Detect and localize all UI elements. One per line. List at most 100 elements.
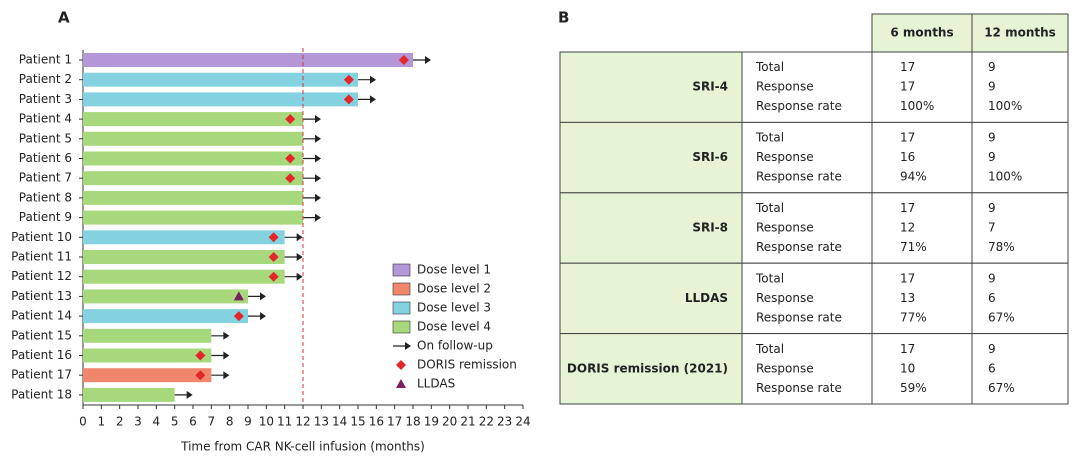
cell-value: 7 — [988, 221, 996, 235]
cell-value: 12 — [900, 221, 915, 235]
cell-value: 9 — [988, 60, 996, 74]
bar — [83, 348, 212, 363]
cell-value: 77% — [900, 310, 927, 324]
x-tick-label: 21 — [460, 415, 475, 429]
value-cell — [971, 262, 1069, 335]
y-tick-label: Patient 17 — [11, 368, 72, 382]
group-name: SRI-8 — [692, 221, 728, 235]
cell-value: 100% — [988, 170, 1022, 184]
x-tick-label: 4 — [153, 415, 161, 429]
x-tick-label: 2 — [116, 415, 124, 429]
x-tick-label: 11 — [277, 415, 292, 429]
bar — [83, 151, 303, 166]
legend-label: Dose level 3 — [417, 301, 491, 315]
row-label: Response — [756, 361, 814, 375]
arrow-head — [315, 174, 321, 183]
bar — [83, 72, 358, 87]
arrow-head — [315, 213, 321, 222]
cell-value: 67% — [988, 381, 1015, 395]
cell-value: 17 — [900, 201, 915, 215]
cell-value: 17 — [900, 271, 915, 285]
doris-marker — [396, 360, 406, 370]
cell-value: 100% — [900, 99, 934, 113]
legend-label: Dose level 1 — [417, 263, 491, 277]
bar — [83, 309, 248, 324]
doris-marker — [233, 311, 244, 322]
arrow-head — [405, 342, 411, 350]
column-header: 12 months — [984, 26, 1056, 40]
cell-value: 6 — [988, 361, 996, 375]
bar — [83, 328, 212, 343]
group-cell — [559, 121, 743, 194]
value-cell — [871, 121, 973, 194]
cell-value: 9 — [988, 150, 996, 164]
y-tick-label: Patient 1 — [19, 53, 72, 67]
arrow-head — [315, 134, 321, 143]
cell-value: 9 — [988, 80, 996, 94]
x-tick-label: 24 — [515, 415, 530, 429]
row-label: Total — [755, 271, 784, 285]
value-cell — [871, 333, 973, 405]
doris-marker — [343, 74, 354, 85]
row-label: Response rate — [756, 170, 842, 184]
row-label: Response — [756, 221, 814, 235]
row-label: Response rate — [756, 381, 842, 395]
arrow-head — [315, 154, 321, 163]
bar — [83, 53, 413, 67]
x-tick-label: 13 — [314, 415, 329, 429]
value-cell — [971, 333, 1069, 405]
x-tick-label: 18 — [405, 415, 420, 429]
legend-label: On follow-up — [417, 339, 493, 353]
row-label: Response rate — [756, 99, 842, 113]
legend-swatch — [392, 263, 411, 277]
x-tick-label: 20 — [442, 415, 457, 429]
cell-value: 9 — [988, 342, 996, 356]
header-cell — [971, 13, 1069, 53]
row-label: Total — [755, 342, 784, 356]
value-cell — [971, 192, 1069, 264]
value-cell — [871, 262, 973, 335]
arrow-head — [370, 95, 376, 104]
group-name: SRI-4 — [692, 80, 728, 94]
cell-value: 6 — [988, 291, 996, 305]
y-tick-label: Patient 6 — [19, 151, 72, 165]
y-tick-label: Patient 9 — [19, 210, 72, 224]
group-cell — [559, 192, 743, 264]
y-tick-label: Patient 7 — [19, 171, 72, 185]
row-label: Response — [756, 291, 814, 305]
group-cell — [559, 333, 743, 405]
arrow-head — [296, 272, 303, 281]
lldas-marker — [396, 379, 406, 388]
row-label: Total — [755, 201, 784, 215]
y-tick-label: Patient 2 — [19, 72, 72, 86]
group-cell — [559, 51, 743, 123]
row-label: Response rate — [756, 310, 842, 324]
legend-label: LLDAS — [417, 377, 455, 391]
y-tick-label: Patient 10 — [11, 230, 72, 244]
arrow-head — [260, 292, 266, 301]
x-tick-label: 16 — [369, 415, 384, 429]
x-tick-label: 5 — [171, 415, 179, 429]
arrow-head — [296, 253, 303, 261]
cell-value: 9 — [988, 131, 996, 145]
group-cell — [559, 262, 743, 335]
legend-swatch — [392, 320, 411, 334]
column-header: 6 months — [890, 26, 953, 40]
panel-label: A — [58, 9, 70, 27]
cell-value: 94% — [900, 170, 927, 184]
arrow-head — [260, 312, 266, 321]
cell-value: 100% — [988, 99, 1022, 113]
legend-label: Dose level 4 — [417, 320, 491, 334]
x-tick-label: 10 — [259, 415, 274, 429]
bar — [83, 190, 303, 205]
row-label: Response — [756, 80, 814, 94]
doris-marker — [343, 94, 354, 105]
x-tick-label: 17 — [387, 415, 402, 429]
row-cell — [741, 262, 873, 335]
legend-swatch — [392, 301, 411, 315]
y-tick-label: Patient 3 — [19, 92, 72, 106]
cell-value: 17 — [900, 60, 915, 74]
x-tick-label: 1 — [98, 415, 106, 429]
doris-marker — [398, 55, 409, 65]
